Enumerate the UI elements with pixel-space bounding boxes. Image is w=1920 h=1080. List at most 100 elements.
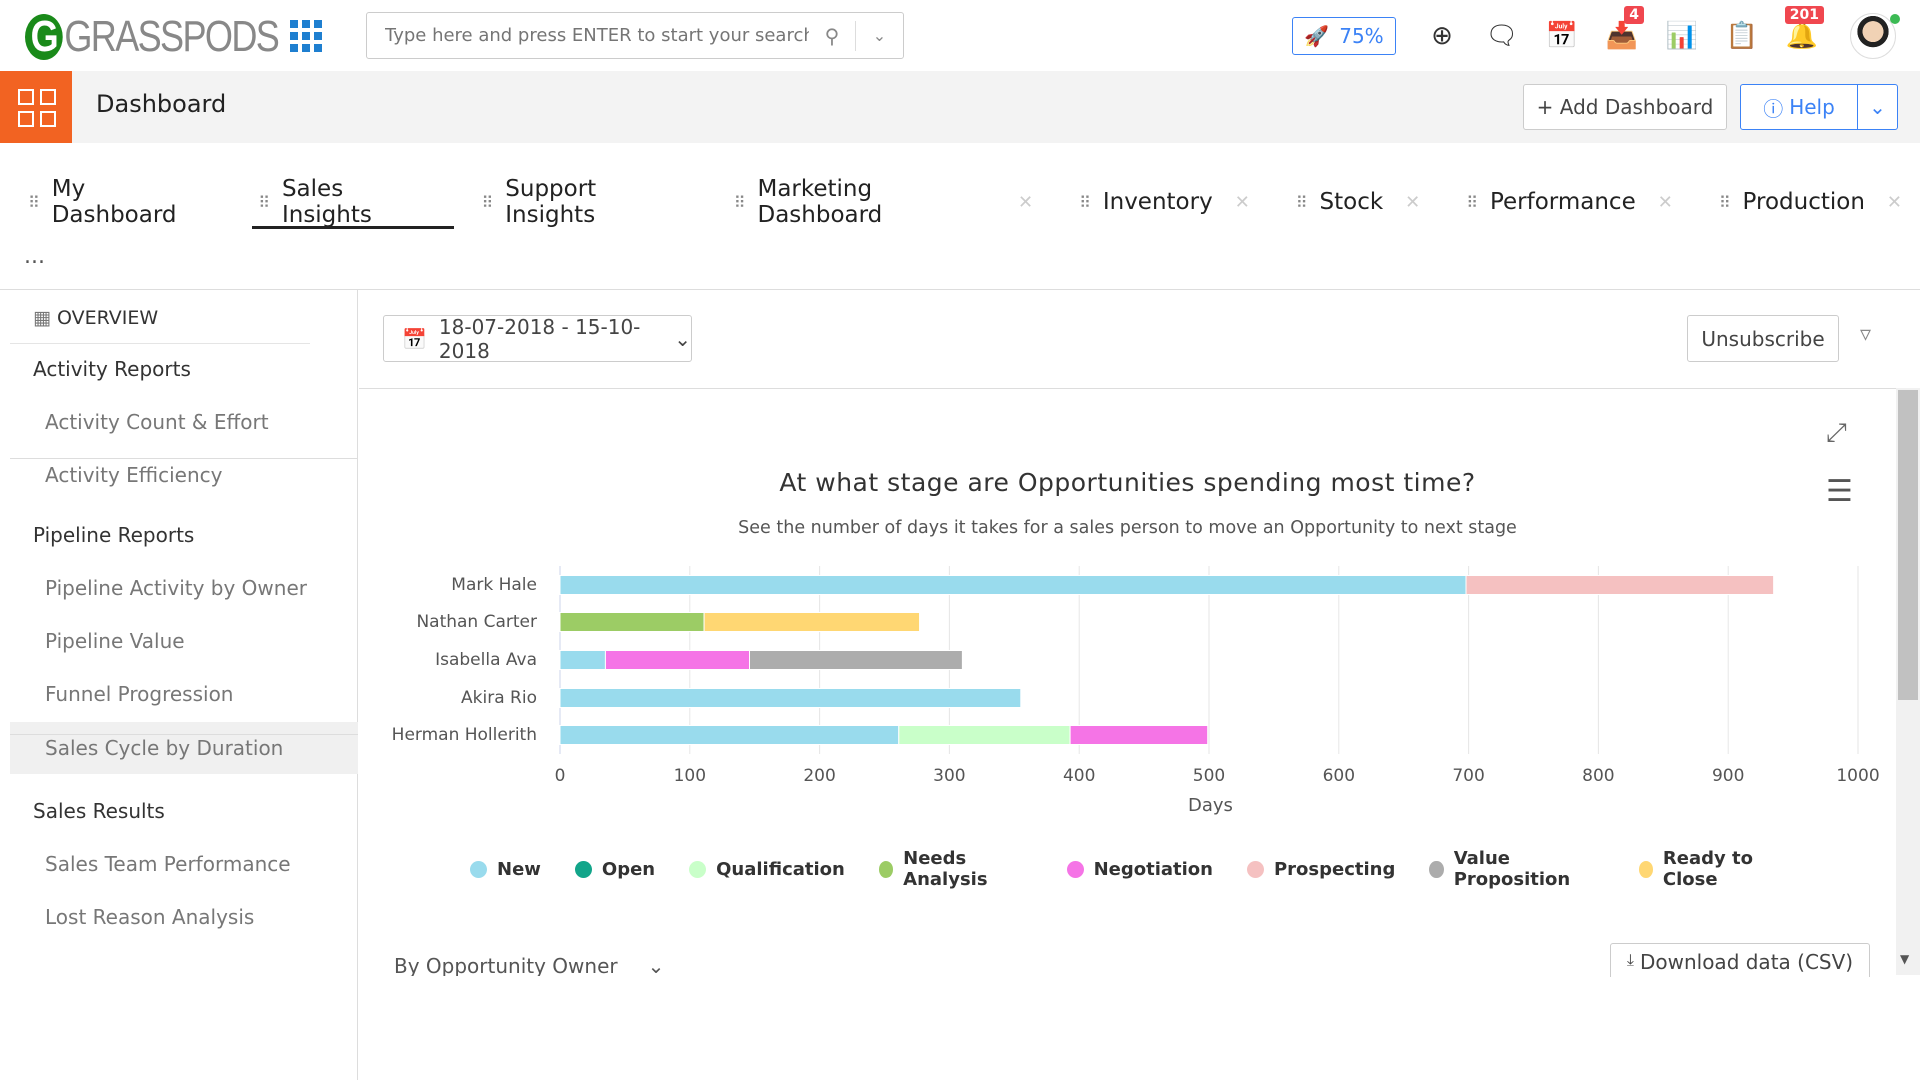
legend-item[interactable]: New — [470, 848, 541, 890]
y-category-label: Nathan Carter — [416, 612, 537, 632]
tab-support-insights[interactable]: ⠿ Support Insights — [454, 175, 706, 229]
group-by-select[interactable]: By Opportunity Owner ⌄ — [394, 954, 664, 976]
tab-inventory[interactable]: ⠿ Inventory ✕ — [1051, 175, 1268, 229]
bar-segment-new[interactable] — [559, 688, 1022, 708]
sidebar-section-heading[interactable]: Pipeline Reports — [10, 509, 358, 561]
sidebar-item[interactable]: Activity Efficiency — [10, 449, 358, 501]
sidebar-section-heading[interactable]: Sales Results — [10, 785, 358, 837]
close-icon[interactable]: ✕ — [1234, 191, 1250, 213]
sidebar-item[interactable]: Funnel Progression — [10, 668, 358, 720]
date-range-picker[interactable]: 📅 18-07-2018 - 15-10-2018 ⌄ — [383, 314, 692, 363]
y-category-label: Akira Rio — [461, 688, 537, 708]
chat-icon[interactable]: 🗨 — [1485, 21, 1519, 51]
legend-item[interactable]: Prospecting — [1246, 848, 1395, 890]
sidebar-section-heading[interactable]: Activity Reports — [10, 343, 358, 395]
legend-item[interactable]: Qualification — [689, 848, 845, 890]
legend-label: Open — [601, 858, 656, 880]
drag-handle-icon[interactable]: ⠿ — [1718, 192, 1731, 212]
scrollbar-thumb[interactable] — [1898, 390, 1918, 700]
more-tabs-button[interactable]: ... — [24, 244, 45, 269]
x-tick-label: 0 — [554, 766, 566, 786]
help-dropdown-chevron-icon[interactable]: ⌄ — [1857, 84, 1898, 130]
rocket-icon: 🚀 — [1304, 24, 1330, 48]
x-axis-label: Days — [1188, 795, 1233, 816]
tab-stock[interactable]: ⠿ Stock ✕ — [1268, 175, 1438, 229]
bar-segment-prospecting[interactable] — [1465, 575, 1775, 595]
tab-sales-insights[interactable]: ⠿ Sales Insights — [230, 175, 454, 229]
sidebar-item[interactable]: Pipeline Activity by Owner — [10, 562, 358, 614]
drag-handle-icon[interactable]: ⠿ — [1079, 192, 1091, 212]
legend-marker — [1246, 860, 1264, 878]
legend-item[interactable]: Needs Analysis — [878, 848, 1033, 890]
bar-segment-new[interactable] — [559, 650, 606, 670]
tasks-list-icon[interactable]: 📋 — [1725, 21, 1759, 51]
legend-marker — [878, 860, 894, 878]
add-dashboard-button[interactable]: + Add Dashboard — [1523, 84, 1727, 130]
sidebar-item-label: Lost Reason Analysis — [45, 905, 255, 929]
legend-item[interactable]: Ready to Close — [1638, 848, 1790, 890]
search-input[interactable] — [367, 15, 809, 56]
chart-menu-icon[interactable]: ☰ — [1826, 474, 1853, 509]
filter-icon[interactable]: ▿ — [1860, 322, 1872, 347]
close-icon[interactable]: ✕ — [1405, 191, 1421, 213]
close-icon[interactable]: ✕ — [1657, 191, 1673, 213]
tab-label: Production — [1742, 189, 1865, 215]
add-icon[interactable]: ⊕ — [1431, 21, 1453, 51]
dashboard-grid-icon[interactable] — [0, 71, 72, 143]
page-bottom — [359, 977, 1896, 1080]
sidebar-item[interactable]: Activity Count & Effort — [10, 396, 358, 448]
calendar-icon[interactable]: 📅 — [1545, 21, 1579, 51]
drag-handle-icon[interactable]: ⠿ — [481, 192, 494, 212]
scroll-down-arrow-icon[interactable]: ▼ — [1900, 952, 1910, 966]
date-range-value: 18-07-2018 - 15-10-2018 — [438, 314, 641, 363]
unsubscribe-button[interactable]: Unsubscribe — [1687, 315, 1839, 362]
drag-handle-icon[interactable]: ⠿ — [733, 192, 746, 212]
search-dropdown-chevron-icon[interactable]: ⌄ — [855, 20, 903, 51]
legend-marker — [689, 860, 707, 878]
apps-grid-icon[interactable] — [290, 20, 322, 52]
onboarding-progress-button[interactable]: 🚀 75% — [1292, 17, 1396, 55]
drag-handle-icon[interactable]: ⠿ — [28, 192, 40, 212]
legend-item[interactable]: Open — [574, 848, 656, 890]
expand-icon[interactable]: ⤢ — [1826, 418, 1847, 448]
legend-label: Value Proposition — [1453, 848, 1571, 890]
sidebar-item[interactable]: Pipeline Value — [10, 615, 358, 667]
bar-segment-needs-analysis[interactable] — [559, 612, 705, 632]
tab-performance[interactable]: ⠿ Performance ✕ — [1438, 175, 1691, 229]
reports-chart-icon[interactable]: 📊 — [1665, 21, 1699, 51]
drag-handle-icon[interactable]: ⠿ — [1466, 192, 1478, 212]
bar-segment-ready-to-close[interactable] — [703, 612, 921, 632]
legend-item[interactable]: Value Proposition — [1429, 848, 1604, 890]
search-icon[interactable]: ⚲ — [824, 23, 840, 48]
tab-label: Support Insights — [505, 176, 597, 228]
download-csv-button[interactable]: ⤓ Download data (CSV) — [1610, 943, 1870, 977]
bar-segment-value-proposition[interactable] — [749, 650, 963, 670]
tab-production[interactable]: ⠿ Production ✕ — [1691, 175, 1920, 229]
tab-marketing-dashboard[interactable]: ⠿ Marketing Dashboard ✕ — [706, 175, 1051, 229]
help-button[interactable]: ⓘ Help — [1740, 84, 1858, 130]
bar-segment-qualification[interactable] — [898, 725, 1071, 745]
sidebar-item[interactable]: Sales Cycle by Duration — [10, 722, 358, 774]
drag-handle-icon[interactable]: ⠿ — [1295, 192, 1308, 212]
inbox-icon[interactable]: 📥 4 — [1604, 6, 1644, 54]
tab-my-dashboard[interactable]: ⠿ My Dashboard — [0, 175, 230, 229]
legend-item[interactable]: Negotiation — [1066, 848, 1213, 890]
close-icon[interactable]: ✕ — [1886, 191, 1902, 213]
x-tick-label: 900 — [1711, 766, 1745, 786]
sidebar-item[interactable]: Lost Reason Analysis — [10, 891, 358, 943]
avatar[interactable] — [1850, 13, 1896, 59]
y-category-label: Herman Hollerith — [391, 725, 537, 745]
logo[interactable]: G GRASSPODS — [25, 12, 280, 62]
sidebar-item[interactable]: Sales Team Performance — [10, 838, 358, 890]
bar-segment-new[interactable] — [559, 725, 900, 745]
bell-icon[interactable]: 🔔 201 — [1784, 6, 1824, 54]
bar-segment-negotiation[interactable] — [604, 650, 751, 670]
bar-segment-new[interactable] — [559, 575, 1467, 595]
bar-segment-negotiation[interactable] — [1069, 725, 1209, 745]
chart-legend: New Open Qualification Needs Analysis Negoti… — [470, 848, 1790, 890]
sidebar-overview[interactable]: ▦ OVERVIEW — [10, 292, 310, 344]
tab-label: Inventory — [1102, 189, 1213, 215]
drag-handle-icon[interactable]: ⠿ — [258, 192, 270, 212]
online-status-dot — [1890, 14, 1900, 24]
close-icon[interactable]: ✕ — [1018, 191, 1034, 213]
